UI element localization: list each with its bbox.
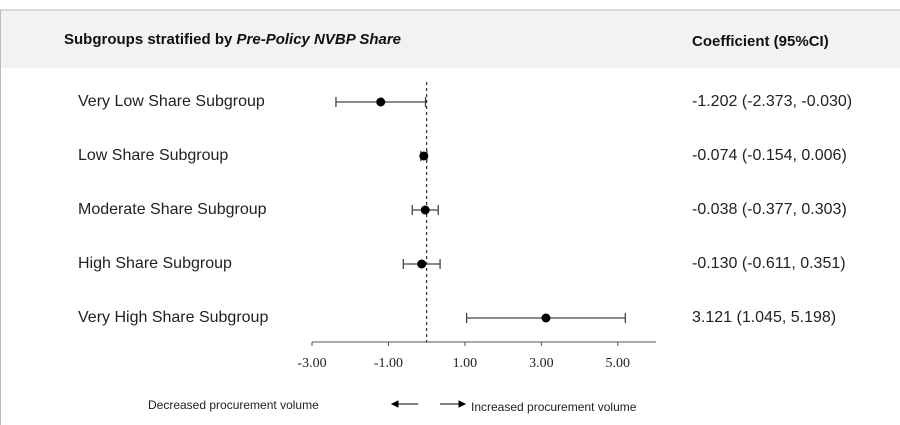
x-tick-label: -1.00 bbox=[374, 356, 403, 371]
header-left: Subgroups stratified by Pre-Policy NVBP … bbox=[64, 31, 401, 48]
value-label: -0.130 (-0.611, 0.351) bbox=[692, 255, 846, 272]
value-label: -0.038 (-0.377, 0.303) bbox=[692, 201, 847, 218]
row-label: Very Low Share Subgroup bbox=[78, 93, 265, 110]
x-tick-label: 5.00 bbox=[606, 356, 631, 371]
value-label: -1.202 (-2.373, -0.030) bbox=[692, 93, 852, 110]
x-tick-label: 3.00 bbox=[529, 356, 554, 371]
row-label: Very High Share Subgroup bbox=[78, 309, 268, 326]
header-left-italic: Pre-Policy NVBP Share bbox=[237, 31, 402, 48]
x-tick-label: 1.00 bbox=[453, 356, 478, 371]
header-left-text: Subgroups stratified by bbox=[64, 31, 237, 48]
arrow-right bbox=[440, 400, 467, 408]
point bbox=[419, 151, 429, 161]
value-label: 3.121 (1.045, 5.198) bbox=[692, 309, 836, 326]
point bbox=[541, 313, 551, 323]
row-label: High Share Subgroup bbox=[78, 255, 232, 272]
header-band bbox=[0, 10, 900, 68]
row-label: Low Share Subgroup bbox=[78, 147, 228, 164]
value-label: -0.074 (-0.154, 0.006) bbox=[692, 147, 847, 164]
legend-left: Decreased procurement volume bbox=[148, 398, 319, 412]
row-label: Moderate Share Subgroup bbox=[78, 201, 267, 218]
header-right: Coefficient (95%CI) bbox=[692, 33, 829, 50]
legend-right: Increased procurement volume bbox=[471, 400, 637, 414]
point bbox=[376, 97, 386, 107]
point bbox=[420, 205, 430, 215]
arrow-left bbox=[390, 400, 418, 408]
point bbox=[417, 259, 427, 269]
x-tick-label: -3.00 bbox=[297, 356, 326, 371]
